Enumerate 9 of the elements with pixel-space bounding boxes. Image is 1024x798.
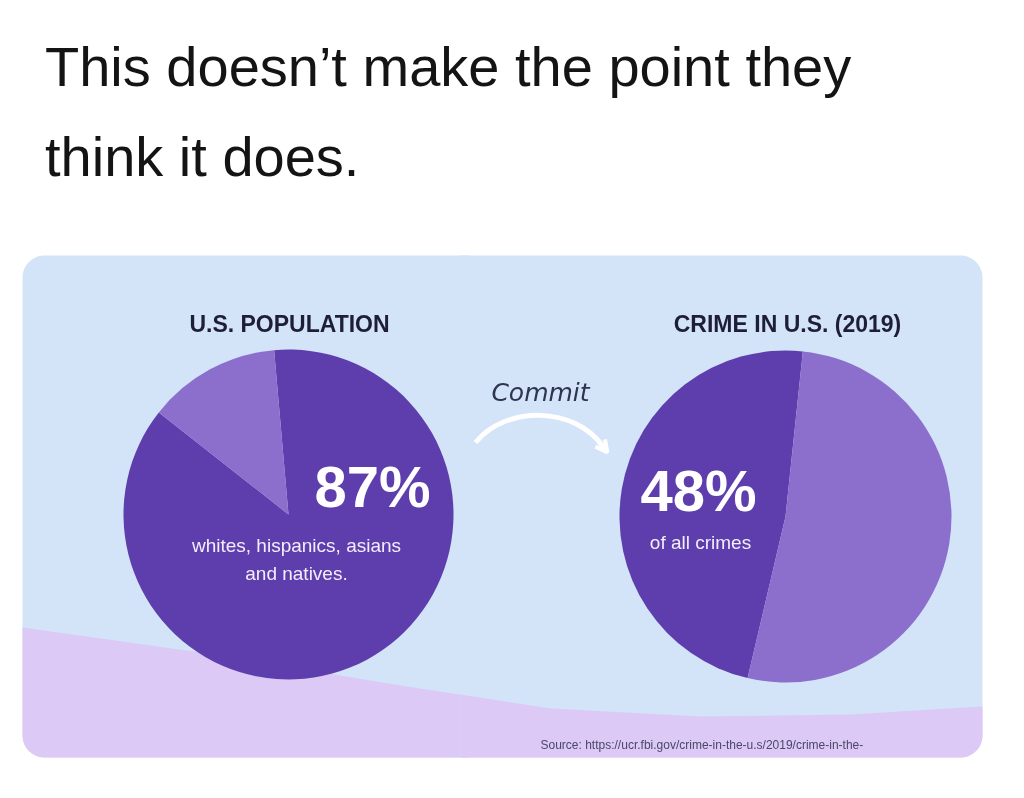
data-label: 48% xyxy=(640,458,757,523)
source-note: Source: https://ucr.fbi.gov/crime-in-the-u.s/2019/crime-in-the- xyxy=(540,737,864,752)
data-label: 87% xyxy=(314,454,431,519)
slice-label: of all crimes xyxy=(649,531,752,553)
chart-title: CRIME IN U.S. (2019) xyxy=(673,310,902,337)
text: This doesn’t make the point they think it does. xyxy=(44,34,853,190)
chart-title: U.S. POPULATION xyxy=(189,310,390,337)
text: Commit xyxy=(491,378,591,407)
slice-label: whites, hispanics, asians and natives. xyxy=(190,534,402,584)
